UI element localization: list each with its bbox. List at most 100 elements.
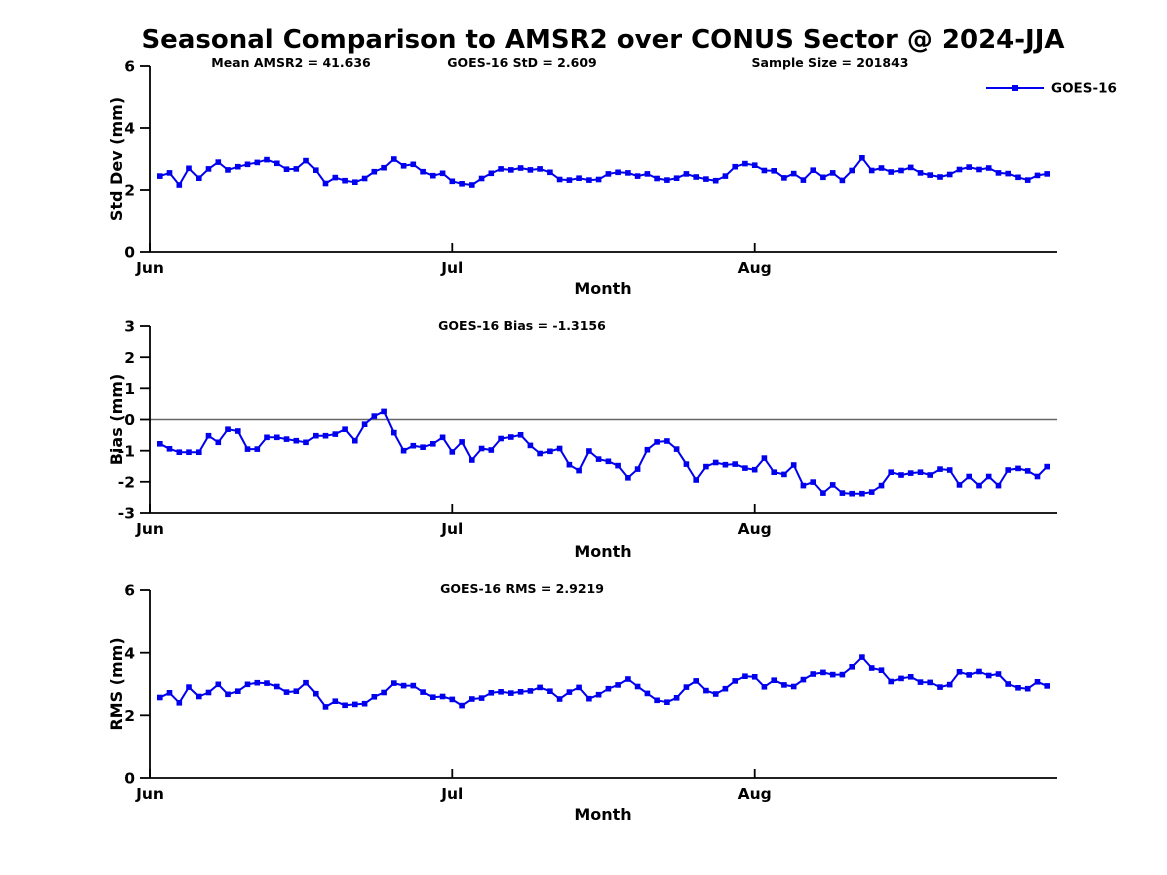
data-point-marker <box>673 175 680 181</box>
data-point-marker <box>966 164 972 170</box>
data-point-marker <box>176 182 183 188</box>
data-point-marker <box>361 421 368 427</box>
x-axis-label-month-3: Month <box>574 805 631 824</box>
data-point-marker <box>664 699 670 705</box>
data-point-marker <box>478 445 485 452</box>
x-tick-label: Jun <box>135 520 164 538</box>
data-point-marker <box>1024 177 1031 183</box>
y-tick-label: 0 <box>124 770 135 788</box>
data-point-marker <box>839 490 846 496</box>
data-point-marker <box>664 438 670 444</box>
data-point-marker <box>205 689 212 696</box>
data-point-marker <box>888 678 894 685</box>
data-point-marker <box>722 461 729 468</box>
data-point-marker <box>352 701 358 708</box>
subplot-bias: GOES-16 Bias = -1.3156 Bias (mm) Month -… <box>107 318 1057 561</box>
data-point-marker <box>615 462 621 469</box>
data-point-marker <box>537 450 543 457</box>
data-point-marker <box>1015 685 1021 691</box>
data-point-marker <box>293 437 300 444</box>
x-tick-label: Jul <box>440 785 463 803</box>
data-point-marker <box>683 171 690 177</box>
data-point-marker <box>722 173 729 179</box>
data-point-marker <box>839 671 846 678</box>
data-point-marker <box>595 456 602 462</box>
data-point-marker <box>469 182 475 188</box>
data-point-marker <box>937 684 943 690</box>
y-axis-label-std-dev: Std Dev (mm) <box>107 97 126 221</box>
data-point-marker <box>683 461 690 467</box>
data-point-marker <box>166 690 173 696</box>
data-point-marker <box>586 448 592 454</box>
data-point-marker <box>498 166 504 172</box>
x-tick-label: Jul <box>440 520 463 538</box>
data-point-marker <box>888 469 894 475</box>
data-point-marker <box>732 678 738 684</box>
data-point-marker <box>703 176 709 182</box>
legend: GOES-16 <box>986 81 1117 97</box>
data-point-marker <box>995 482 1002 489</box>
x-axis-label-month-2: Month <box>574 542 631 561</box>
data-point-marker <box>732 163 738 170</box>
data-point-marker <box>371 168 378 175</box>
data-point-marker <box>800 676 807 683</box>
annotation-goes16-rms: GOES-16 RMS = 2.9219 <box>440 581 604 596</box>
data-point-marker <box>859 490 865 497</box>
data-point-marker <box>673 695 680 701</box>
data-point-marker <box>488 690 495 696</box>
data-point-marker <box>332 431 339 437</box>
data-point-marker <box>176 700 183 706</box>
data-point-marker <box>966 473 972 480</box>
data-point-marker <box>946 467 953 473</box>
data-point-marker <box>459 439 465 445</box>
data-point-marker <box>215 159 222 165</box>
data-point-marker <box>420 689 426 695</box>
data-point-marker <box>878 667 885 673</box>
data-point-marker <box>361 175 368 182</box>
data-point-marker <box>566 177 573 183</box>
data-point-marker <box>761 167 768 174</box>
data-point-marker <box>186 165 192 172</box>
data-point-marker <box>693 477 699 483</box>
data-point-marker <box>371 413 378 419</box>
data-point-marker <box>898 472 904 478</box>
y-tick-label: 6 <box>124 58 135 76</box>
data-point-marker <box>849 664 855 670</box>
data-point-marker <box>820 669 826 676</box>
data-point-marker <box>868 665 875 671</box>
x-axis-label-month-1: Month <box>574 279 631 298</box>
data-point-marker <box>586 177 592 183</box>
data-point-marker <box>654 439 660 445</box>
data-point-marker <box>751 162 758 168</box>
data-point-marker <box>927 172 933 178</box>
annotation-mean-amsr2: Mean AMSR2 = 41.636 <box>211 55 371 70</box>
data-point-marker <box>790 462 797 468</box>
data-point-marker <box>361 700 368 707</box>
data-point-marker <box>517 432 524 438</box>
data-point-marker <box>264 680 270 686</box>
y-tick-label: 4 <box>124 120 135 138</box>
data-point-marker <box>985 165 992 171</box>
data-point-marker <box>196 693 202 700</box>
data-point-marker <box>859 654 865 660</box>
data-point-marker <box>517 165 524 171</box>
data-point-marker <box>517 689 524 695</box>
y-tick-label: 3 <box>124 318 135 336</box>
data-point-marker <box>274 683 280 690</box>
data-point-marker <box>1044 171 1050 177</box>
data-point-marker <box>956 669 963 675</box>
data-point-marker <box>995 170 1002 176</box>
annotation-goes16-std: GOES-16 StD = 2.609 <box>447 55 596 70</box>
data-point-marker <box>693 174 699 180</box>
data-point-marker <box>1015 465 1021 472</box>
data-point-marker <box>342 426 348 432</box>
data-point-marker <box>527 167 534 173</box>
annotation-sample-size: Sample Size = 201843 <box>752 55 909 70</box>
data-point-marker <box>244 161 251 168</box>
data-point-marker <box>478 695 485 701</box>
data-point-marker <box>283 689 290 695</box>
data-point-marker <box>254 679 261 686</box>
data-point-marker <box>537 684 543 691</box>
data-point-marker <box>196 449 202 455</box>
data-point-marker <box>976 166 982 173</box>
